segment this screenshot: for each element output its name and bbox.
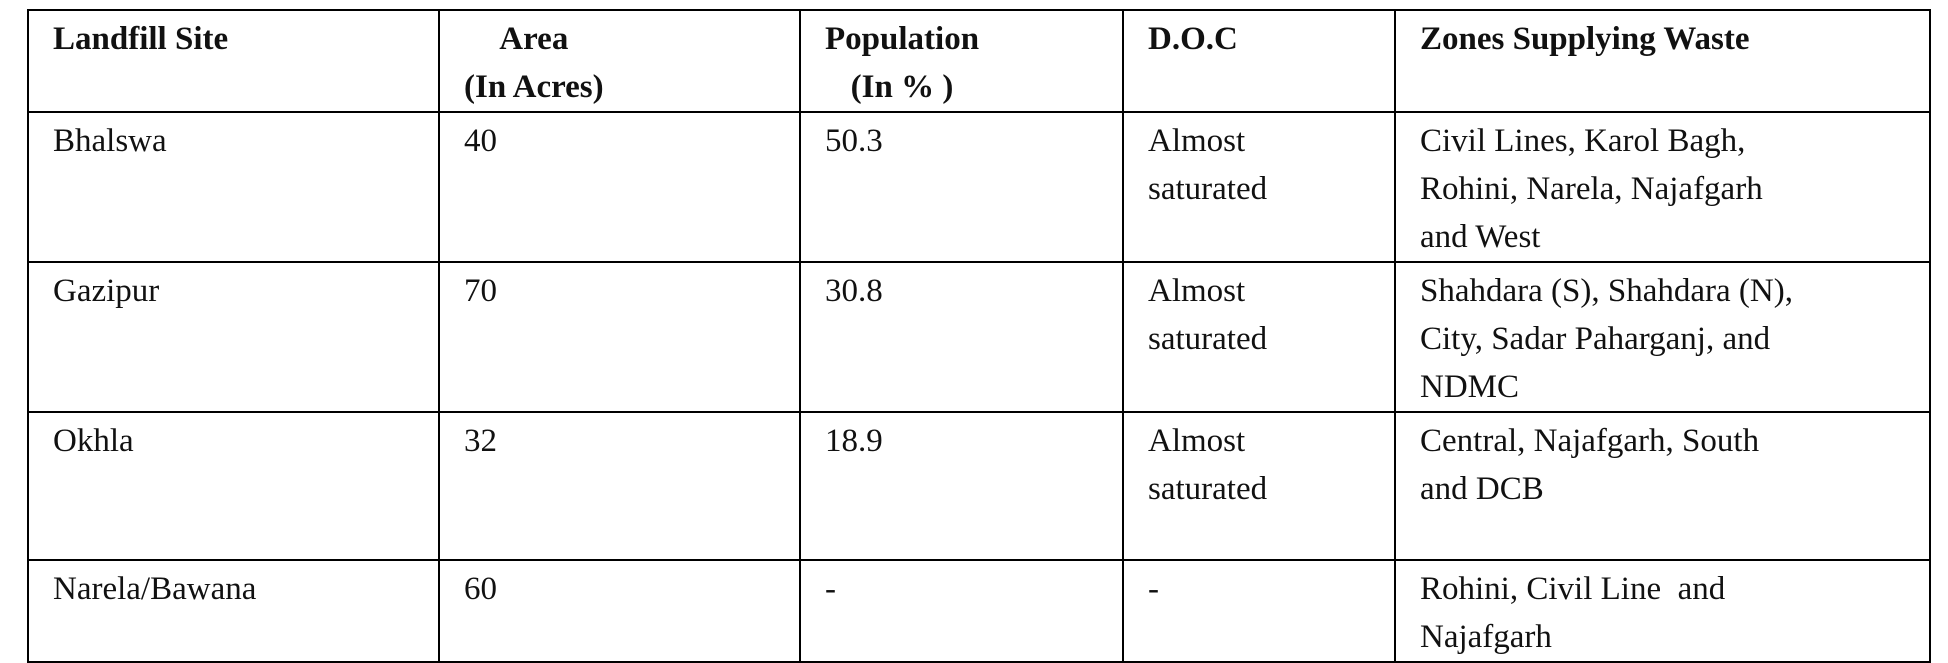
table-cell: Narela/Bawana — [27, 559, 440, 663]
cell-line: saturated — [1148, 471, 1268, 507]
header-block: Area (In Acres) — [464, 15, 604, 111]
cell-line: 60 — [464, 571, 497, 607]
table-cell: Gazipur — [27, 261, 440, 413]
cell-line: Landfill Site — [53, 21, 229, 57]
header-block: Landfill Site — [53, 15, 228, 63]
cell-line: Najafgarh — [1420, 619, 1552, 655]
header-cell: D.O.C — [1122, 9, 1396, 113]
table-cell: 18.9 — [799, 411, 1124, 561]
header-block: Zones Supplying Waste — [1420, 15, 1750, 63]
cell-line: Almost — [1148, 423, 1246, 459]
table-cell: 50.3 — [799, 111, 1124, 263]
table-cell: Okhla — [27, 411, 440, 561]
cell-line: NDMC — [1420, 369, 1520, 405]
table-cell: Bhalswa — [27, 111, 440, 263]
cell-line: - — [1148, 571, 1159, 607]
cell-line: saturated — [1148, 171, 1268, 207]
cell-line: (In Acres) — [464, 69, 604, 105]
header-row: Landfill Site Area (In Acres) Population (In… — [27, 9, 1931, 113]
header-cell: Landfill Site — [27, 9, 440, 113]
table-cell: 30.8 — [799, 261, 1124, 413]
cell-line: saturated — [1148, 321, 1268, 357]
header-block: Population (In % ) — [825, 15, 979, 111]
cell-line: Okhla — [53, 423, 134, 459]
cell-line: Rohini, Civil Line and — [1420, 571, 1726, 607]
table-cell: 60 — [438, 559, 801, 663]
cell-line: 70 — [464, 273, 497, 309]
cell-line: Population — [825, 21, 980, 57]
cell-line: City, Sadar Paharganj, and — [1420, 321, 1771, 357]
cell-line: 40 — [464, 123, 497, 159]
cell-line: Area — [499, 21, 569, 57]
table-cell: 32 — [438, 411, 801, 561]
table-row: Gazipur 70 30.8 Almost saturated Shahdara (S)… — [27, 261, 1931, 413]
header-cell: Zones Supplying Waste — [1394, 9, 1931, 113]
cell-line: Gazipur — [53, 273, 160, 309]
cell-line: Rohini, Narela, Najafgarh — [1420, 171, 1763, 207]
header-cell: Population (In % ) — [799, 9, 1124, 113]
table-cell: 70 — [438, 261, 801, 413]
table-row: Narela/Bawana 60 - - Rohini, Civil Line and N… — [27, 559, 1931, 663]
table-cell: - — [799, 559, 1124, 663]
table-cell: Almost saturated — [1122, 261, 1396, 413]
table-cell: Civil Lines, Karol Bagh, Rohini, Narela, … — [1394, 111, 1931, 263]
cell-line: and DCB — [1420, 471, 1544, 507]
table-cell: 40 — [438, 111, 801, 263]
cell-line: Zones Supplying Waste — [1420, 21, 1750, 57]
table-cell: Rohini, Civil Line and Najafgarh — [1394, 559, 1931, 663]
cell-line: - — [825, 571, 836, 607]
cell-line: Bhalswa — [53, 123, 167, 159]
table-row: Okhla 32 18.9 Almost saturated Central, Najaf… — [27, 411, 1931, 561]
table-cell: Almost saturated — [1122, 111, 1396, 263]
cell-line: 32 — [464, 423, 497, 459]
header-cell: Area (In Acres) — [438, 9, 801, 113]
cell-line: Central, Najafgarh, South — [1420, 423, 1760, 459]
cell-line: and West — [1420, 219, 1541, 255]
cell-line: Almost — [1148, 123, 1246, 159]
cell-line: 30.8 — [825, 273, 883, 309]
cell-line: Narela/Bawana — [53, 571, 257, 607]
table-row: Bhalswa 40 50.3 Almost saturated Civil Lines,… — [27, 111, 1931, 263]
cell-line: (In % ) — [850, 69, 954, 105]
table-cell: Almost saturated — [1122, 411, 1396, 561]
cell-line: 18.9 — [825, 423, 883, 459]
cell-line: Civil Lines, Karol Bagh, — [1420, 123, 1746, 159]
cell-line: 50.3 — [825, 123, 883, 159]
cell-line: D.O.C — [1148, 21, 1238, 57]
cell-line: Shahdara (S), Shahdara (N), — [1420, 273, 1793, 309]
header-block: D.O.C — [1148, 15, 1238, 63]
cell-line: Almost — [1148, 273, 1246, 309]
table-cell: Shahdara (S), Shahdara (N), City, Sadar P… — [1394, 261, 1931, 413]
table-cell: - — [1122, 559, 1396, 663]
table-cell: Central, Najafgarh, South and DCB — [1394, 411, 1931, 561]
landfill-table: Landfill Site Area (In Acres) Population (In… — [27, 9, 1931, 663]
